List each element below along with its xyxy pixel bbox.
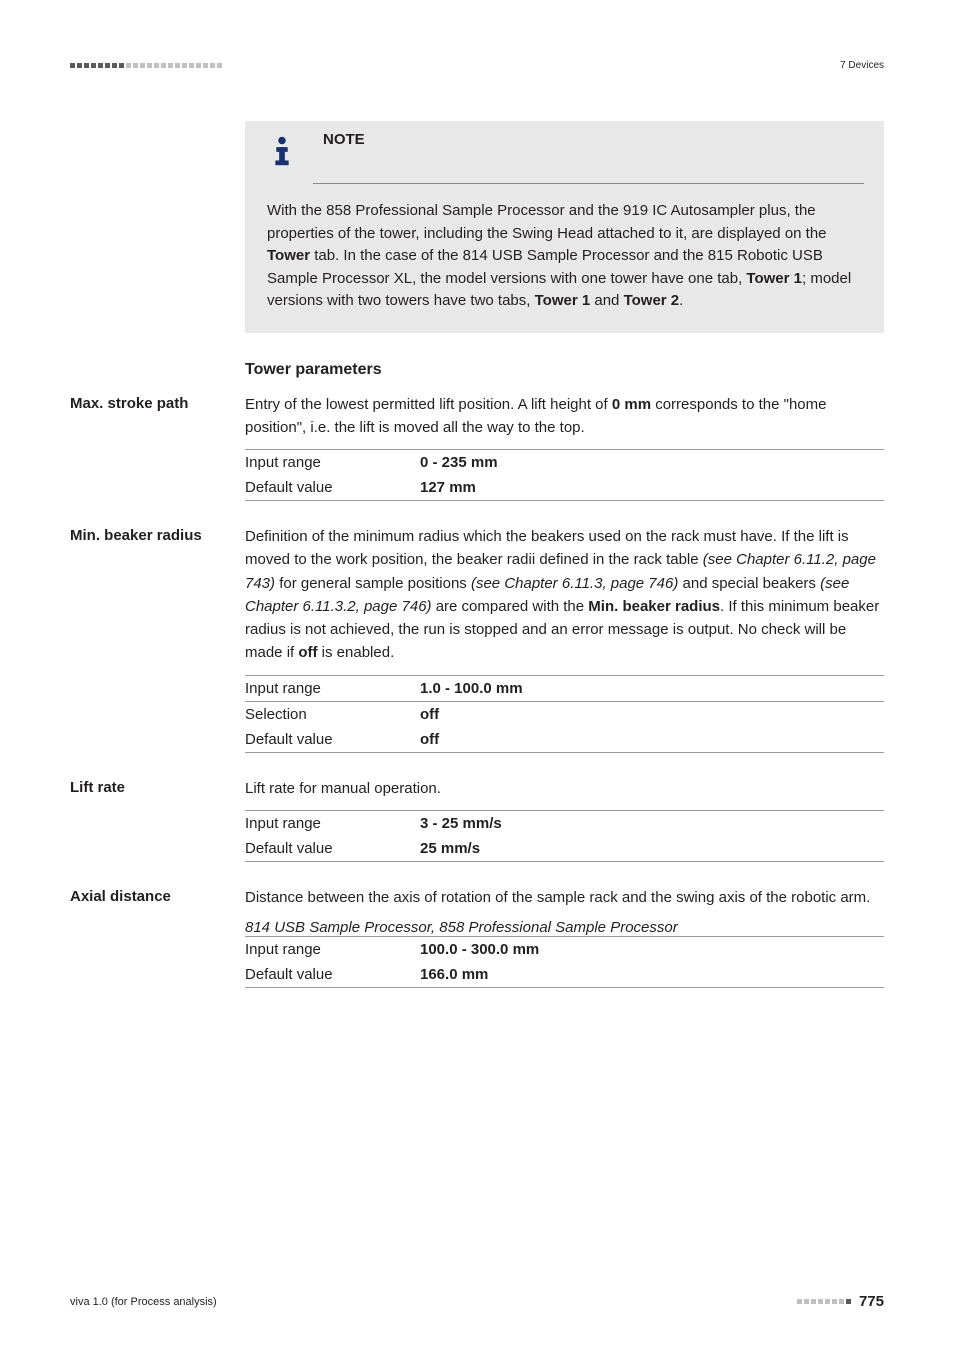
param-min-beaker-radius: Min. beaker radius Definition of the min… (245, 525, 884, 753)
row-label: Input range (245, 675, 420, 701)
page-footer: viva 1.0 (for Process analysis) 775 (70, 1293, 884, 1310)
info-icon (263, 131, 301, 169)
param-table: Input range3 - 25 mm/s Default value25 m… (245, 810, 884, 862)
param-description: Distance between the axis of rotation of… (245, 886, 884, 909)
row-label: Input range (245, 450, 420, 476)
note-body: With the 858 Professional Sample Process… (245, 184, 884, 333)
param-lift-rate: Lift rate Lift rate for manual operation… (245, 777, 884, 862)
page-number: 775 (859, 1293, 884, 1310)
param-label: Max. stroke path (70, 393, 245, 502)
row-value: 3 - 25 mm/s (420, 810, 884, 836)
row-label: Default value (245, 475, 420, 501)
param-table: Input range0 - 235 mm Default value127 m… (245, 449, 884, 501)
footer-right: 775 (797, 1293, 884, 1310)
row-label: Input range (245, 937, 420, 963)
param-context: 814 USB Sample Processor, 858 Profession… (245, 919, 884, 936)
row-label: Default value (245, 727, 420, 753)
row-label: Input range (245, 810, 420, 836)
row-value: 127 mm (420, 475, 884, 501)
row-value: 100.0 - 300.0 mm (420, 937, 884, 963)
row-label: Default value (245, 836, 420, 862)
param-table: Input range100.0 - 300.0 mm Default valu… (245, 936, 884, 988)
row-value: 25 mm/s (420, 836, 884, 862)
param-label: Axial distance (70, 886, 245, 988)
note-callout: NOTE With the 858 Professional Sample Pr… (245, 121, 884, 333)
row-value: 166.0 mm (420, 962, 884, 988)
param-description: Entry of the lowest permitted lift posit… (245, 393, 884, 440)
row-value: 1.0 - 100.0 mm (420, 675, 884, 701)
header-decoration (70, 63, 222, 68)
param-description: Definition of the minimum radius which t… (245, 525, 884, 665)
param-label: Lift rate (70, 777, 245, 862)
row-value: off (420, 701, 884, 727)
note-title: NOTE (323, 131, 365, 148)
param-max-stroke-path: Max. stroke path Entry of the lowest per… (245, 393, 884, 502)
param-table: Input range1.0 - 100.0 mm Selectionoff D… (245, 675, 884, 753)
section-heading: Tower parameters (245, 361, 884, 379)
main-content: NOTE With the 858 Professional Sample Pr… (245, 121, 884, 988)
param-label: Min. beaker radius (70, 525, 245, 753)
footer-left: viva 1.0 (for Process analysis) (70, 1296, 217, 1308)
row-value: off (420, 727, 884, 753)
row-label: Default value (245, 962, 420, 988)
param-description: Lift rate for manual operation. (245, 777, 884, 800)
chapter-label: 7 Devices (840, 60, 884, 71)
row-value: 0 - 235 mm (420, 450, 884, 476)
page-header: 7 Devices (70, 60, 884, 71)
param-axial-distance: Axial distance Distance between the axis… (245, 886, 884, 988)
row-label: Selection (245, 701, 420, 727)
